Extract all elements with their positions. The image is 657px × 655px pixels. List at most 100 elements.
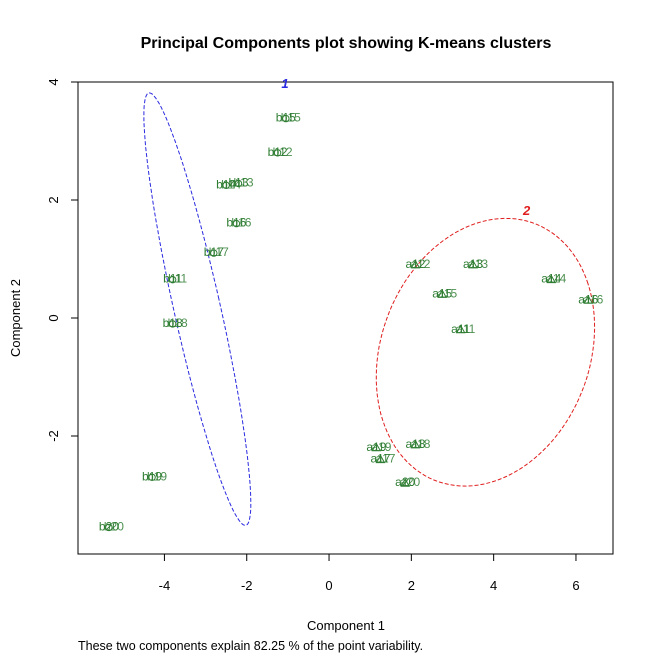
point-label: a16: [578, 292, 598, 306]
point-label-shadow: a16: [583, 292, 603, 306]
variability-caption: These two components explain 82.25 % of …: [78, 639, 423, 653]
y-tick-label: -2: [46, 430, 61, 442]
point-marker: [273, 149, 282, 157]
point-label: a11: [451, 322, 470, 336]
point-label-shadow: a11: [456, 322, 475, 336]
point-marker: [468, 259, 478, 269]
point-label-shadow: b15: [281, 111, 301, 125]
x-tick-label: -4: [159, 578, 171, 593]
point-label: b19: [142, 469, 162, 483]
point-marker: [168, 275, 177, 284]
point-label-shadow: b16: [231, 216, 251, 230]
point-label-shadow: b17: [209, 245, 229, 259]
x-tick-label: 2: [408, 578, 415, 593]
point-marker: [232, 219, 241, 228]
point-marker: [546, 274, 557, 284]
data-points: b15b15b12b12b14b14b13b13b16b16b17b17b11b…: [99, 111, 604, 534]
y-axis: -2 0 2 4: [46, 78, 78, 442]
chart-title: Principal Components plot showing K-mean…: [141, 35, 552, 52]
point-label-shadow: b20: [104, 519, 124, 533]
point-label: b16: [226, 216, 246, 230]
point-label-shadow: b19: [147, 469, 167, 483]
cluster-2-ellipse: [375, 217, 596, 487]
point-label: a17: [370, 452, 390, 466]
point-marker: [400, 477, 411, 487]
point-marker: [148, 473, 156, 481]
point-marker: [410, 259, 421, 269]
point-label: b13: [228, 175, 248, 189]
point-label-shadow: b18: [168, 316, 188, 330]
point-label-shadow: a15: [437, 286, 457, 300]
point-label: b12: [268, 145, 288, 159]
x-tick-label: 6: [572, 578, 579, 593]
y-tick-label: 0: [46, 314, 61, 321]
point-label: a15: [432, 286, 452, 300]
point-marker: [455, 324, 466, 334]
point-label: a13: [463, 257, 483, 271]
cluster-2-label: 2: [522, 203, 531, 218]
point-label: b17: [204, 245, 224, 259]
point-label: b18: [163, 316, 183, 330]
point-label: b11: [163, 272, 182, 286]
x-tick-label: 0: [325, 578, 332, 593]
point-marker: [168, 320, 177, 328]
point-label-shadow: b11: [168, 272, 187, 286]
point-marker: [410, 439, 421, 449]
point-label: a18: [405, 437, 425, 451]
y-tick-label: 4: [46, 78, 61, 85]
point-label-shadow: a12: [410, 257, 430, 271]
point-label: a19: [366, 440, 386, 454]
point-label-shadow: a17: [375, 452, 395, 466]
point-marker: [437, 289, 448, 298]
cluster-1-ellipse: [143, 92, 252, 526]
x-axis-label: Component 1: [307, 618, 385, 633]
point-label-shadow: b12: [273, 145, 293, 159]
point-marker: [210, 249, 218, 257]
y-axis-label: Component 2: [8, 279, 23, 357]
point-label: b20: [99, 519, 119, 533]
x-tick-label: 4: [490, 578, 497, 593]
point-marker: [105, 523, 113, 532]
cluster-ellipses: 12: [143, 76, 596, 526]
point-label-shadow: a19: [371, 440, 391, 454]
x-axis: -4 -2 0 2 4 6: [159, 554, 580, 593]
point-label-shadow: a20: [400, 475, 420, 489]
cluster-1-label: 1: [281, 76, 288, 91]
point-label-shadow: a14: [546, 272, 566, 286]
point-marker: [234, 179, 243, 188]
point-label: a14: [541, 272, 561, 286]
point-label: a20: [395, 475, 415, 489]
point-marker: [375, 454, 386, 464]
point-marker: [282, 114, 290, 123]
point-marker: [371, 442, 382, 452]
point-label: b15: [276, 111, 296, 125]
x-tick-label: -2: [241, 578, 253, 593]
point-label-shadow: b13: [233, 175, 253, 189]
point-label-shadow: a18: [410, 437, 430, 451]
point-marker: [222, 181, 230, 189]
point-label: b14: [216, 177, 236, 191]
point-marker: [583, 295, 594, 304]
y-tick-label: 2: [46, 196, 61, 203]
